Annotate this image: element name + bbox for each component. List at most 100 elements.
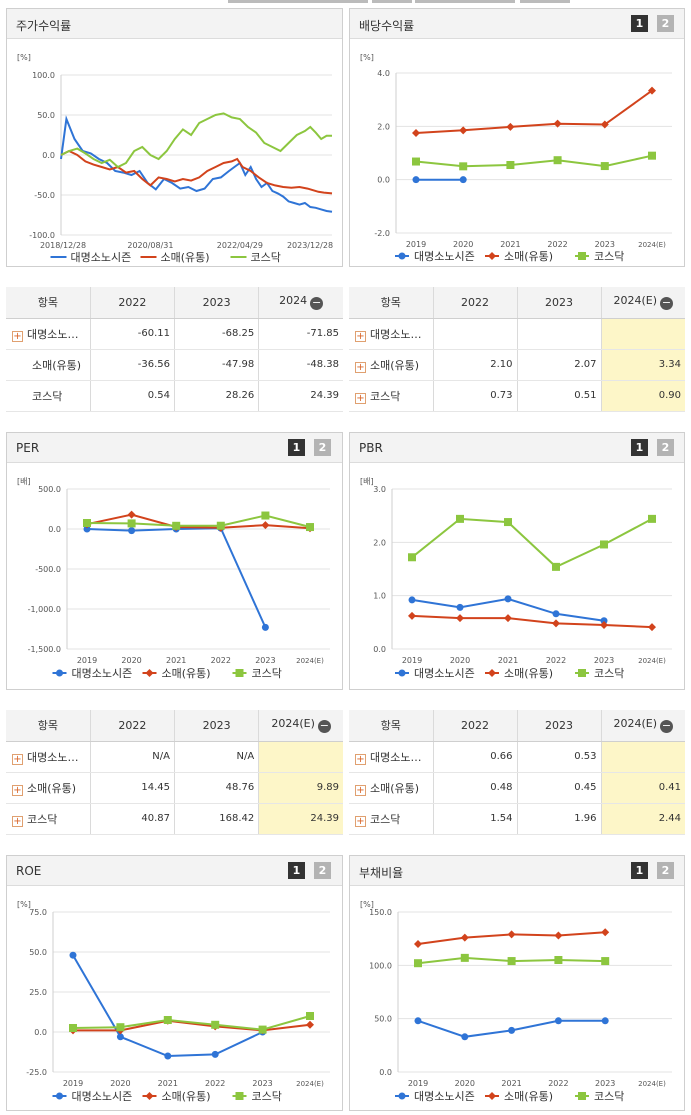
per-chart: [배] 500.0 0.0 -500.0 -1,000.0 -1,500.0 2019 202… — [17, 477, 330, 680]
data-point-marker — [69, 1024, 77, 1032]
row-name: 대명소노… — [27, 327, 79, 341]
table-row: + 코스닥 0.73 0.51 0.90 — [349, 380, 685, 412]
tab-2-button[interactable]: 2 — [314, 862, 331, 879]
y-axis-unit: [%] — [17, 900, 31, 909]
tab-1-button[interactable]: 1 — [288, 439, 305, 456]
data-point-marker — [306, 523, 314, 532]
data-point-marker — [600, 617, 608, 625]
tab-1-button[interactable]: 1 — [631, 15, 648, 32]
expand-plus-icon[interactable]: + — [355, 784, 366, 796]
value-cell: 2.10 — [433, 349, 518, 381]
tab-2-button[interactable]: 2 — [657, 862, 674, 879]
y-tick-label: 2.0 — [373, 538, 386, 547]
y-axis-unit: [%] — [17, 53, 31, 62]
collapse-icon[interactable]: − — [660, 719, 674, 734]
data-point-marker — [414, 959, 422, 968]
roe-chart: [%]75.0 50.0 25.0 0.0 -25.0 2019 2020 2021 2022 2… — [17, 900, 330, 1103]
y-tick-label: 0.0 — [379, 1068, 392, 1077]
data-point-marker — [507, 930, 516, 939]
y-tick-label: -2.0 — [374, 229, 390, 238]
x-tick-label: 2023 — [595, 240, 615, 249]
legend-label: 소매(유통) — [504, 250, 553, 263]
per-panel: PER 1 2 [배] 500.0 0.0 -500.0 -1,000.0 -1,500.… — [6, 432, 343, 690]
x-tick-label: 2024(E) — [638, 241, 666, 249]
data-point-marker — [648, 86, 656, 95]
legend-label: 코스닥 — [252, 1090, 282, 1103]
expand-plus-icon[interactable]: + — [12, 784, 23, 796]
expand-plus-icon[interactable]: + — [355, 330, 366, 342]
data-point-marker — [408, 596, 416, 604]
tab-1-button[interactable]: 1 — [288, 862, 305, 879]
value-cell: 2.07 — [517, 349, 602, 381]
table-row: 코스닥 0.54 28.26 24.39 — [6, 380, 343, 412]
data-point-marker — [398, 669, 406, 677]
tab-2-button[interactable]: 2 — [657, 15, 674, 32]
expand-plus-icon[interactable]: + — [12, 330, 23, 342]
data-point-marker — [648, 514, 656, 523]
expand-plus-icon[interactable]: + — [355, 753, 366, 765]
expand-plus-icon[interactable]: + — [355, 361, 366, 373]
data-point-marker — [412, 176, 420, 184]
column-header: 2022 — [433, 710, 518, 742]
expand-plus-icon[interactable]: + — [355, 392, 366, 404]
series-line — [415, 154, 653, 168]
collapse-icon[interactable]: − — [310, 296, 324, 311]
y-tick-label: 75.0 — [29, 908, 47, 917]
table-row: + 소매(유통) 2.10 2.07 3.34 — [349, 349, 685, 381]
value-cell — [258, 741, 343, 773]
tab-2-button[interactable]: 2 — [657, 439, 674, 456]
data-point-marker — [69, 951, 77, 959]
panel-header: 배당수익률 1 2 — [350, 9, 684, 39]
expand-plus-icon[interactable]: + — [12, 815, 23, 827]
collapse-icon[interactable]: − — [660, 296, 674, 311]
roe-panel: ROE 1 2 [%] 75.0 50.0 25.0 0.0 -25.0 2019 2020 2… — [6, 855, 343, 1111]
x-tick-label: 2022 — [205, 1079, 225, 1088]
value-cell: 24.39 — [258, 803, 343, 835]
stock-return-table: 항목 2022 2023 2024− + 대명소노… -60.11 -68.25 -71.85 소… — [6, 287, 343, 412]
row-name: 코스닥 — [370, 812, 401, 826]
column-header: 2023 — [517, 287, 602, 319]
row-name-cell: + 코스닥 — [349, 380, 434, 412]
value-cell: 0.41 — [601, 772, 685, 804]
data-point-marker — [116, 1023, 125, 1032]
expand-plus-icon[interactable]: + — [12, 753, 23, 765]
data-point-marker — [552, 619, 560, 628]
y-tick-label: -100.0 — [29, 231, 55, 240]
row-name-cell: + 코스닥 — [6, 803, 91, 835]
column-header-label: 2024(E) — [613, 717, 658, 731]
series-line — [411, 614, 653, 629]
value-cell: 168.42 — [174, 803, 260, 835]
value-cell: 40.87 — [90, 803, 176, 835]
data-point-marker — [456, 603, 464, 611]
legend-label: 코스닥 — [594, 667, 624, 680]
tab-1-button[interactable]: 1 — [631, 439, 648, 456]
legend-label: 대명소노시즌 — [414, 667, 475, 680]
data-point-marker — [127, 510, 136, 519]
data-point-marker — [235, 669, 244, 677]
column-header-label: 항목 — [37, 296, 58, 310]
data-point-marker — [554, 931, 563, 940]
data-point-marker — [456, 614, 464, 623]
tab-1-button[interactable]: 1 — [631, 862, 648, 879]
collapse-icon[interactable]: − — [317, 719, 331, 734]
column-header: 항목 — [6, 710, 91, 742]
table-header-row: 항목 2022 2023 2024(E) − — [349, 710, 685, 742]
panel-title: 부채비율 — [359, 866, 404, 880]
data-point-marker — [554, 956, 563, 964]
tab-2-button[interactable]: 2 — [314, 439, 331, 456]
value-cell: 0.53 — [517, 741, 602, 773]
expand-plus-icon[interactable]: + — [355, 815, 366, 827]
data-point-marker — [56, 669, 63, 677]
column-header-label: 2023 — [202, 718, 231, 732]
x-tick-label: 2019 — [406, 240, 426, 249]
data-point-marker — [414, 1017, 422, 1025]
data-point-marker — [145, 669, 154, 677]
y-tick-label: 50.0 — [374, 1015, 392, 1024]
row-name-cell: + 대명소노… — [6, 318, 91, 350]
data-point-marker — [578, 669, 586, 677]
panel-title: PER — [16, 441, 40, 455]
value-cell: 9.89 — [258, 772, 343, 804]
series-line — [60, 112, 332, 169]
data-point-marker — [488, 1092, 496, 1100]
data-point-marker — [459, 162, 468, 171]
